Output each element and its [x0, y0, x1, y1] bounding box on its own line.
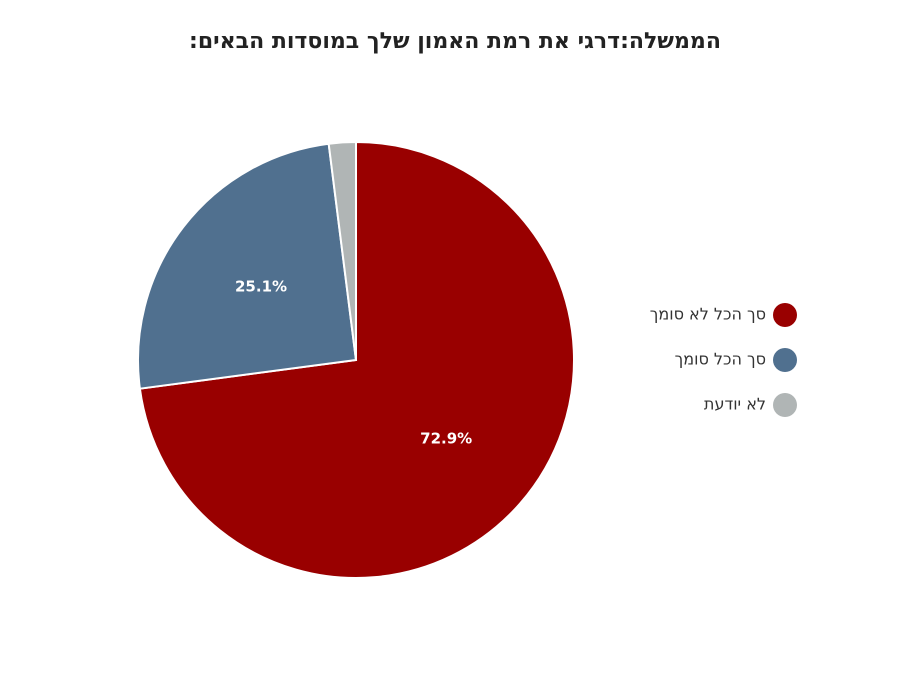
pie-slice [327, 140, 357, 361]
legend-swatch [773, 303, 797, 327]
pie-slice [137, 142, 358, 390]
legend-swatch [773, 393, 797, 417]
legend-label: לא יודעת [704, 395, 766, 414]
data-label: 25.1% [235, 277, 287, 295]
legend-swatch [773, 348, 797, 372]
legend-label: סך הכל לא סומך [650, 305, 766, 324]
chart-title: הממשלה:דרגי את רמת האמון שלך במוסדות הבא… [189, 29, 721, 54]
legend-label: סך הכל סומך [675, 350, 766, 369]
data-label: 72.9% [420, 430, 472, 448]
